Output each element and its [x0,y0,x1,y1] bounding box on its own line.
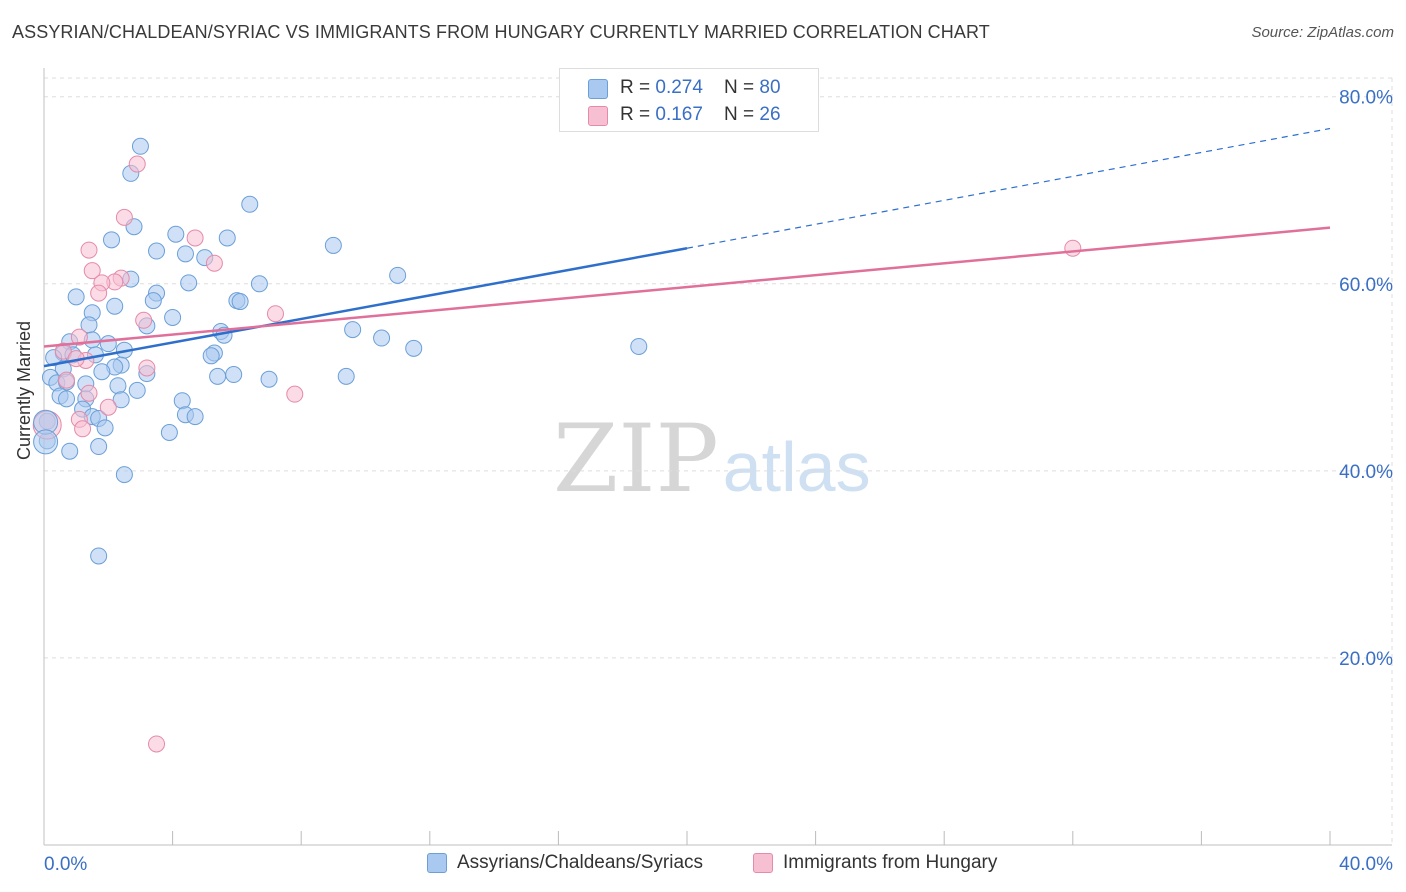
grid-lines [44,77,1393,845]
series2-r-value: 0.167 [655,104,703,125]
point-series1 [231,293,249,311]
x-tick-label: 0.0% [44,854,87,875]
point-series1 [148,242,166,260]
point-series1 [90,547,108,565]
point-series1 [389,266,407,284]
series2-swatch [588,106,608,126]
point-series1 [164,308,182,326]
point-series2 [115,208,133,226]
point-series2 [90,284,108,302]
series1-swatch [588,79,608,99]
series1-r-value: 0.274 [655,77,703,98]
point-series1 [176,245,194,263]
point-series1 [173,392,191,410]
point-series2 [54,342,72,360]
point-series2 [148,735,166,753]
point-series1 [103,231,121,249]
axes [43,68,1392,846]
point-series1 [630,337,648,355]
point-series1 [373,329,391,347]
point-series1 [144,292,162,310]
y-tick-label: 20.0% [1339,649,1393,670]
series1-stats: R = 0.274 N = 80 [620,77,781,99]
point-series2 [186,229,204,247]
point-series1 [61,442,79,460]
point-series2 [1064,239,1082,257]
point-series2 [135,311,153,329]
point-series2 [286,385,304,403]
series1-legend-label: Assyrians/Chaldeans/Syriacs [457,852,704,873]
point-series1 [160,424,178,442]
series2-legend-label: Immigrants from Hungary [783,852,998,873]
point-series2 [58,371,76,389]
point-series2 [80,241,98,259]
point-series2 [74,420,92,438]
point-series1 [96,419,114,437]
point-series2 [266,305,284,323]
point-series2 [83,262,101,280]
point-series2 [128,155,146,173]
series1-legend-swatch [427,853,447,873]
point-series1 [180,274,198,292]
trend-lines [43,127,1331,368]
point-series1 [225,366,243,384]
point-series2 [138,359,156,377]
point-series1 [99,335,117,353]
point-series1 [324,236,342,254]
point-series2 [205,254,223,272]
trend-line-series1 [43,247,688,368]
series2-legend-swatch [753,853,773,873]
point-series1 [202,347,220,365]
trend-line-series2 [43,226,1331,348]
series1-n-value: 80 [759,77,781,98]
y-tick-label: 80.0% [1339,88,1393,109]
point-series1 [106,297,124,315]
point-series1 [33,429,59,455]
point-series1 [260,370,278,388]
watermark-zip: ZIP [553,405,719,514]
y-tick-label: 40.0% [1339,462,1393,483]
series2-n-label: N = [724,104,760,125]
point-series1 [90,438,108,456]
point-series2 [99,398,117,416]
point-series1 [241,195,259,213]
point-series1 [67,288,85,306]
point-series1 [218,229,236,247]
point-series2 [70,328,88,346]
y-axis-label: Currently Married [14,320,34,460]
series1-r-label: R = [620,77,656,98]
point-series1 [186,408,204,426]
tick-labels: 20.0% 40.0% 60.0% 80.0% 0.0% 40.0% [44,88,1393,875]
series1-n-label: N = [724,77,760,98]
point-series2 [80,384,98,402]
point-series1 [344,321,362,339]
chart-title: ASSYRIAN/CHALDEAN/SYRIAC VS IMMIGRANTS F… [12,22,990,42]
watermark-atlas: atlas [722,428,871,506]
point-series1 [131,137,149,155]
point-series1 [250,275,268,293]
point-series1 [128,381,146,399]
point-series1 [115,466,133,484]
point-series1 [167,225,185,243]
point-series1 [337,367,355,385]
point-series1 [93,363,111,381]
source-credit: Source: ZipAtlas.com [1251,24,1394,41]
trend-line-series1-projection [686,127,1331,249]
series2-n-value: 26 [759,104,781,125]
point-series1 [112,391,130,409]
series2-stats: R = 0.167 N = 26 [620,104,781,126]
point-series1 [405,339,423,357]
y-tick-label: 60.0% [1339,275,1393,296]
series2-r-label: R = [620,104,656,125]
point-series1 [209,367,227,385]
correlation-legend: R = 0.274 N = 80 R = 0.167 N = 26 [559,68,819,132]
point-series1 [58,390,76,408]
watermark: ZIPatlas [553,400,871,515]
point-series1 [109,377,127,395]
data-points [32,137,1082,753]
x-tick-label: 40.0% [1339,854,1393,875]
